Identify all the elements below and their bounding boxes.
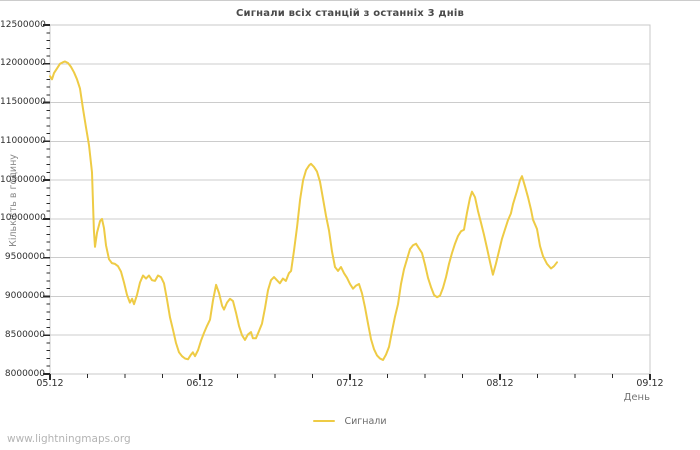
y-tick-label: 10000000: [0, 213, 46, 224]
y-tick-label: 11000000: [0, 135, 46, 146]
y-tick-label: 11500000: [0, 97, 46, 108]
x-axis-title: День: [623, 392, 650, 403]
signals-series-polyline: [49, 60, 558, 361]
y-tick-label: 9500000: [4, 252, 45, 263]
y-tick-label: 12500000: [0, 19, 46, 30]
y-tick-label: 12000000: [0, 58, 46, 69]
y-tick-label: 10500000: [0, 174, 46, 185]
watermark-link: www.lightningmaps.org: [7, 433, 131, 445]
y-tick-label: 8500000: [4, 329, 45, 340]
x-tick-label: 06.12: [186, 378, 214, 389]
legend-label: Сигнали: [344, 415, 387, 427]
y-tick-label: 9000000: [4, 290, 45, 301]
x-tick-label: 09.12: [636, 378, 664, 389]
chart-title: Сигнали всіх станцій з останніх 3 днів: [236, 8, 464, 19]
gridlines: [49, 24, 651, 375]
legend-line-swatch: [313, 420, 336, 422]
axis-ticks: [43, 24, 651, 380]
series-line-signals: [49, 60, 558, 361]
y-tick-label: 8000000: [4, 368, 45, 379]
legend: Сигнали: [0, 414, 700, 428]
x-tick-label: 08.12: [486, 378, 514, 389]
x-tick-label: 07.12: [336, 378, 364, 389]
x-tick-label: 05.12: [36, 378, 64, 389]
